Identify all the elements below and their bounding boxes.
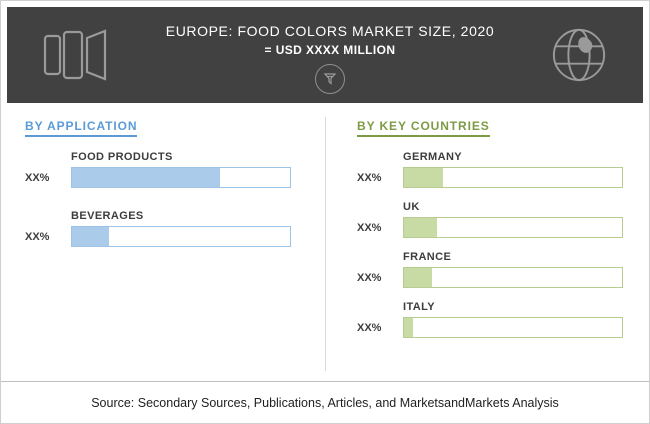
food-colors-bottles-icon xyxy=(43,29,109,81)
bar-value-label: XX% xyxy=(357,321,382,334)
bar-fill xyxy=(404,268,433,287)
bar-fill xyxy=(404,218,437,237)
bar-track xyxy=(403,167,623,188)
by-application-panel: BY APPLICATION FOOD PRODUCTS XX% BEVERAG… xyxy=(1,103,321,381)
bar-value-label: XX% xyxy=(25,171,50,184)
bar-track xyxy=(71,167,291,188)
bar-fill xyxy=(404,168,444,187)
bar-row-germany: GERMANY XX% xyxy=(357,151,623,188)
bar-track xyxy=(403,217,623,238)
footer: Source: Secondary Sources, Publications,… xyxy=(1,381,649,423)
bar-track xyxy=(403,267,623,288)
bar-row-uk: UK XX% xyxy=(357,201,623,238)
bar-fill xyxy=(72,168,221,187)
header-banner: EUROPE: FOOD COLORS MARKET SIZE, 2020 = … xyxy=(7,7,643,103)
bar-row-food-products: FOOD PRODUCTS XX% xyxy=(25,151,291,188)
bar-category-label: UK xyxy=(403,201,420,213)
by-key-countries-panel: BY KEY COUNTRIES GERMANY XX% UK XX% xyxy=(321,103,649,381)
bar-category-label: FRANCE xyxy=(403,251,452,263)
bar-category-label: BEVERAGES xyxy=(71,210,144,222)
globe-icon xyxy=(551,27,607,83)
bar-row-beverages: BEVERAGES XX% xyxy=(25,210,291,247)
bar-value-label: XX% xyxy=(357,171,382,184)
market-value-placeholder: = USD XXXX MILLION xyxy=(264,42,396,57)
funnel-badge-icon xyxy=(315,63,345,94)
bar-track xyxy=(403,317,623,338)
bar-value-label: XX% xyxy=(25,230,50,243)
column-divider xyxy=(325,117,326,371)
by-application-heading: BY APPLICATION xyxy=(25,119,138,137)
page-title: EUROPE: FOOD COLORS MARKET SIZE, 2020 xyxy=(165,22,495,39)
header-center: EUROPE: FOOD COLORS MARKET SIZE, 2020 = … xyxy=(109,17,551,94)
bar-row-france: FRANCE XX% xyxy=(357,251,623,288)
bar-value-label: XX% xyxy=(357,221,382,234)
charts-area: BY APPLICATION FOOD PRODUCTS XX% BEVERAG… xyxy=(1,103,649,381)
by-key-countries-heading: BY KEY COUNTRIES xyxy=(357,119,490,137)
bar-category-label: GERMANY xyxy=(403,151,463,163)
bar-track xyxy=(71,226,291,247)
bar-row-italy: ITALY XX% xyxy=(357,301,623,338)
bar-category-label: ITALY xyxy=(403,301,435,313)
source-note: Source: Secondary Sources, Publications,… xyxy=(91,395,559,410)
bar-fill xyxy=(72,227,110,246)
bar-category-label: FOOD PRODUCTS xyxy=(71,151,173,163)
bar-value-label: XX% xyxy=(357,271,382,284)
bar-fill xyxy=(404,318,413,337)
